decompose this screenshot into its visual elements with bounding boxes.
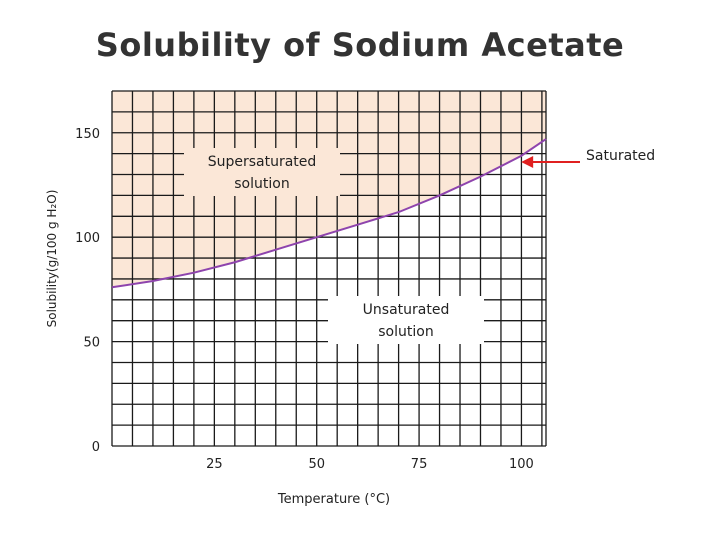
unsaturated-label-box xyxy=(328,296,484,344)
x-tick-label: 100 xyxy=(509,457,534,472)
y-tick-label: 0 xyxy=(92,440,100,455)
series-layer xyxy=(111,138,547,289)
supersaturated-label-box xyxy=(184,148,340,196)
x-axis-label: Temperature (°C) xyxy=(277,492,390,507)
saturation-curve xyxy=(111,138,547,289)
unsaturated-label: Unsaturated solution xyxy=(328,296,484,344)
y-tick-label: 50 xyxy=(83,336,100,351)
unsaturated-label-text: Unsaturated xyxy=(363,302,450,318)
y-tick-label: 150 xyxy=(75,127,100,142)
x-tick-label: 50 xyxy=(308,457,325,472)
x-tick-label: 25 xyxy=(206,457,223,472)
supersaturated-label: Supersaturated solution xyxy=(184,148,340,196)
saturated-arrow-head xyxy=(521,156,534,168)
page-title: Solubility of Sodium Acetate xyxy=(95,26,625,64)
y-axis-label: Solubility(g/100 g H₂O) xyxy=(45,190,59,328)
label-layer: Supersaturated solution Unsaturated solutio… xyxy=(184,148,655,344)
saturated-annotation-label: Saturated xyxy=(586,148,655,164)
y-tick-label: 100 xyxy=(75,231,100,246)
x-tick-label: 75 xyxy=(411,457,428,472)
supersaturated-label-text: Supersaturated xyxy=(208,154,317,170)
axis-layer: 0 50 100 150 25 50 75 100 Temperature (°C) Solubi… xyxy=(45,127,534,507)
supersaturated-label-text: solution xyxy=(234,176,289,192)
unsaturated-label-text: solution xyxy=(378,324,433,340)
